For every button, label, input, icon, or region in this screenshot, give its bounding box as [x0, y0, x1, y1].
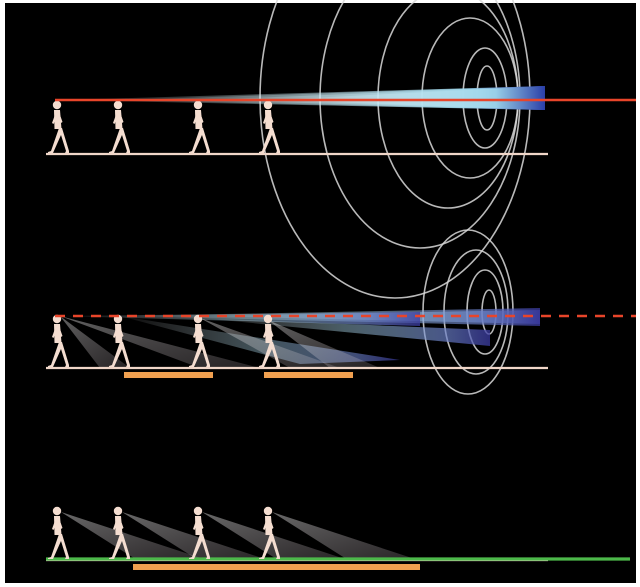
footprint-bar-middle-1: [124, 372, 213, 378]
gaze-beam-bottom-2: [122, 512, 268, 560]
gaze-beam-middle-far-4: [200, 318, 490, 346]
footprint-bar-middle-2: [264, 372, 353, 378]
gaze-beam-top-4: [271, 86, 545, 110]
footprint-bar-bottom: [133, 564, 420, 570]
gaze-beam-bottom-3: [202, 512, 348, 560]
gaze-beam-bottom-1: [61, 512, 207, 560]
gaze-beam-middle-ground-5: [60, 316, 130, 368]
gaze-beam-bottom-4: [272, 512, 418, 560]
gaze-beam-middle-ground-4: [268, 320, 380, 368]
ground-layer: [46, 152, 630, 570]
eye-line-layer: [55, 98, 636, 318]
gaze-beam-middle-ground-1: [60, 316, 260, 368]
